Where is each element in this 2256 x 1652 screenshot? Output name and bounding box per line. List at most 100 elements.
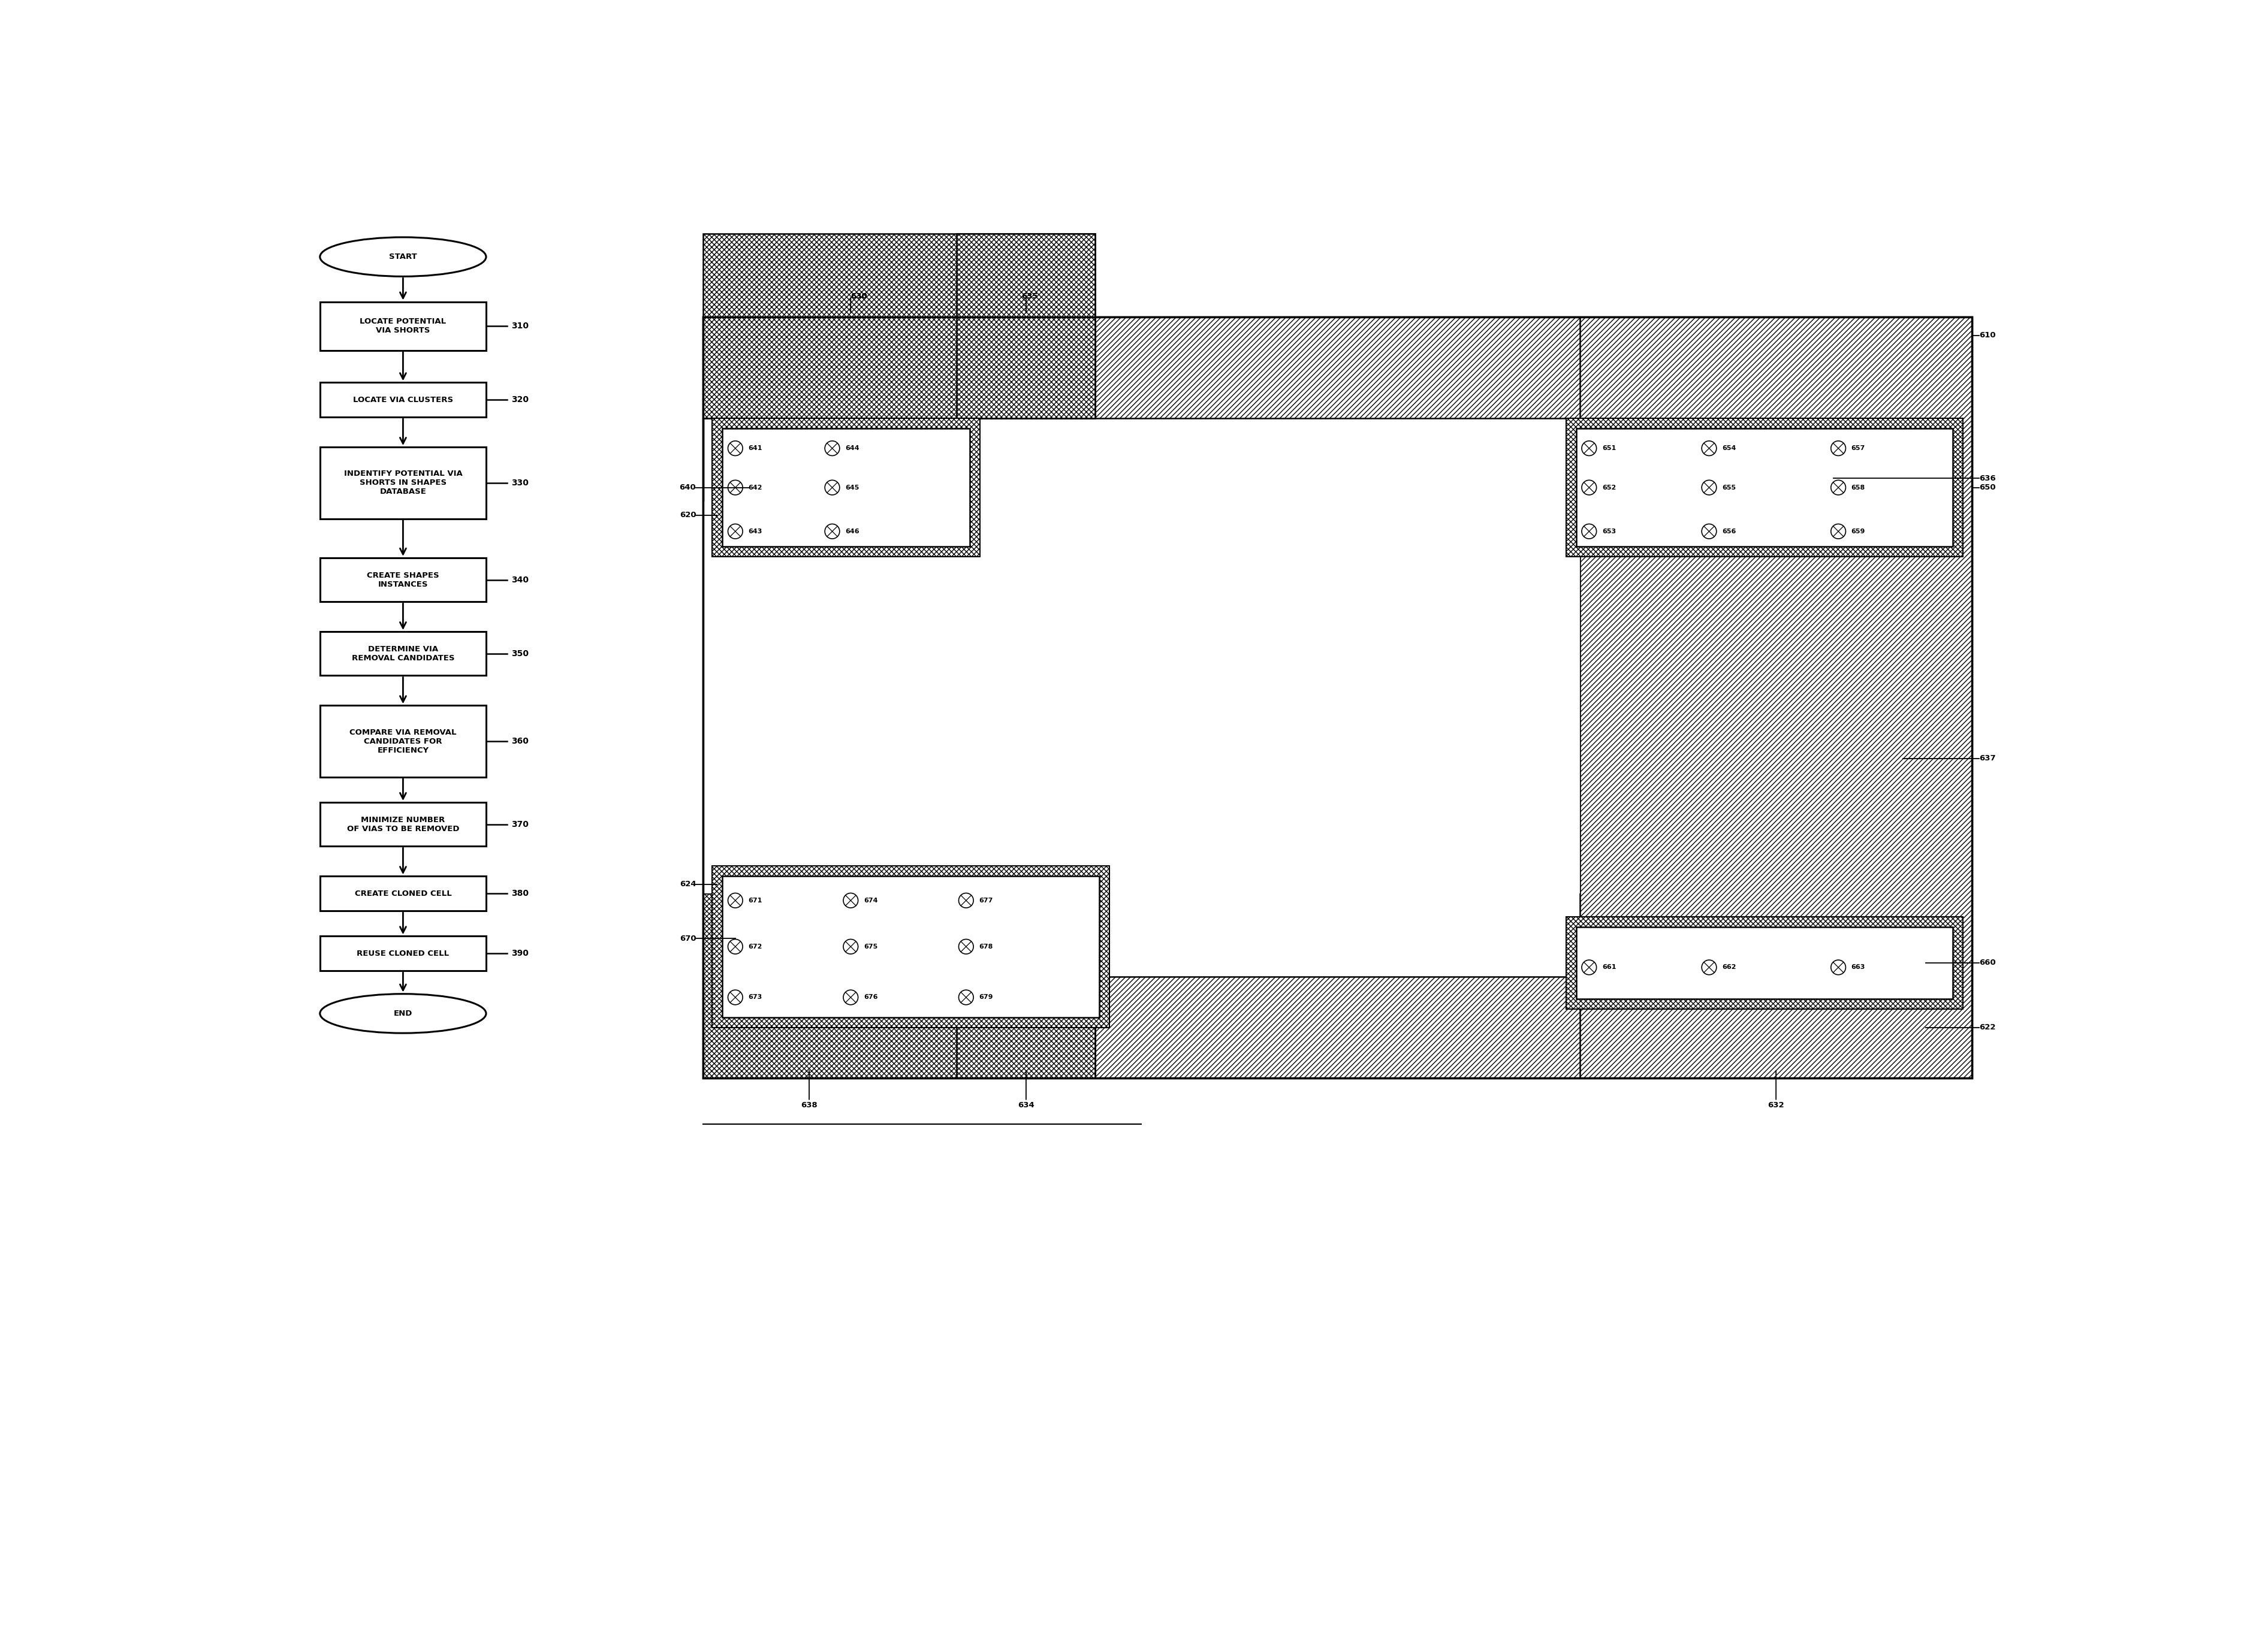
- Text: 660: 660: [1979, 958, 1997, 966]
- Text: 638: 638: [801, 1102, 817, 1108]
- FancyBboxPatch shape: [320, 383, 485, 418]
- Text: 651: 651: [1602, 446, 1615, 451]
- Text: 310: 310: [512, 322, 528, 330]
- Text: 671: 671: [749, 897, 763, 904]
- Text: 622: 622: [1979, 1024, 1997, 1031]
- Circle shape: [826, 441, 839, 456]
- Bar: [1579, 317, 1972, 1079]
- Bar: [957, 894, 1094, 1079]
- FancyBboxPatch shape: [320, 448, 485, 519]
- Circle shape: [1832, 441, 1845, 456]
- Text: 674: 674: [864, 897, 878, 904]
- FancyBboxPatch shape: [320, 705, 485, 776]
- Bar: [722, 876, 1099, 1018]
- Circle shape: [844, 940, 857, 953]
- Text: 676: 676: [864, 995, 878, 1001]
- Text: DETERMINE VIA
REMOVAL CANDIDATES: DETERMINE VIA REMOVAL CANDIDATES: [352, 646, 453, 662]
- Text: 642: 642: [749, 484, 763, 491]
- Text: 350: 350: [512, 649, 528, 657]
- Text: 380: 380: [512, 889, 528, 897]
- FancyBboxPatch shape: [320, 558, 485, 601]
- Circle shape: [959, 990, 972, 1004]
- Circle shape: [1581, 441, 1597, 456]
- Circle shape: [1701, 441, 1717, 456]
- Text: 656: 656: [1721, 529, 1737, 534]
- Text: 610: 610: [1979, 332, 1997, 339]
- Bar: [1577, 927, 1954, 999]
- Circle shape: [1832, 960, 1845, 975]
- Text: MINIMIZE NUMBER
OF VIAS TO BE REMOVED: MINIMIZE NUMBER OF VIAS TO BE REMOVED: [347, 816, 460, 833]
- Bar: [1566, 418, 1963, 557]
- Circle shape: [826, 524, 839, 539]
- FancyBboxPatch shape: [320, 631, 485, 676]
- Text: 662: 662: [1721, 965, 1737, 970]
- Text: 390: 390: [512, 950, 528, 958]
- Text: 644: 644: [846, 446, 860, 451]
- Text: LOCATE POTENTIAL
VIA SHORTS: LOCATE POTENTIAL VIA SHORTS: [359, 317, 447, 334]
- Text: 634: 634: [1017, 1102, 1033, 1108]
- Circle shape: [729, 524, 742, 539]
- Text: 663: 663: [1852, 965, 1866, 970]
- Text: 653: 653: [1602, 529, 1615, 534]
- Bar: [1566, 917, 1963, 1009]
- Text: 640: 640: [679, 484, 697, 491]
- Bar: [1577, 428, 1954, 547]
- Text: 675: 675: [864, 943, 878, 950]
- Circle shape: [1701, 481, 1717, 496]
- Circle shape: [729, 481, 742, 496]
- Bar: [704, 235, 1094, 418]
- FancyBboxPatch shape: [320, 302, 485, 350]
- Text: COMPARE VIA REMOVAL
CANDIDATES FOR
EFFICIENCY: COMPARE VIA REMOVAL CANDIDATES FOR EFFIC…: [350, 729, 456, 755]
- Circle shape: [1581, 524, 1597, 539]
- Text: 641: 641: [749, 446, 763, 451]
- Text: 637: 637: [1979, 755, 1997, 762]
- Circle shape: [729, 990, 742, 1004]
- Text: 678: 678: [979, 943, 993, 950]
- Text: 340: 340: [512, 575, 528, 585]
- Text: LOCATE VIA CLUSTERS: LOCATE VIA CLUSTERS: [352, 396, 453, 403]
- Text: 677: 677: [979, 897, 993, 904]
- Bar: [704, 317, 1972, 1079]
- Circle shape: [729, 894, 742, 909]
- Text: 679: 679: [979, 995, 993, 1001]
- Text: 672: 672: [749, 943, 763, 950]
- Text: 360: 360: [512, 737, 528, 745]
- Circle shape: [959, 894, 972, 909]
- Text: 636: 636: [1979, 474, 1997, 482]
- Text: 320: 320: [512, 396, 528, 405]
- Bar: [704, 317, 1972, 418]
- Bar: [704, 317, 1972, 1079]
- Circle shape: [844, 894, 857, 909]
- Bar: [704, 976, 1972, 1079]
- Text: INDENTIFY POTENTIAL VIA
SHORTS IN SHAPES
DATABASE: INDENTIFY POTENTIAL VIA SHORTS IN SHAPES…: [343, 471, 462, 496]
- FancyBboxPatch shape: [320, 876, 485, 910]
- Circle shape: [1581, 960, 1597, 975]
- Circle shape: [729, 940, 742, 953]
- Text: 650: 650: [1979, 484, 1997, 491]
- Bar: [713, 866, 1110, 1028]
- Text: 654: 654: [1721, 446, 1737, 451]
- Circle shape: [959, 940, 972, 953]
- Text: 370: 370: [512, 819, 528, 829]
- Text: 673: 673: [749, 995, 763, 1001]
- Bar: [713, 418, 979, 557]
- Text: 635: 635: [1022, 292, 1038, 301]
- Text: REUSE CLONED CELL: REUSE CLONED CELL: [356, 950, 449, 958]
- FancyBboxPatch shape: [320, 803, 485, 846]
- Text: 630: 630: [851, 292, 866, 301]
- Text: 652: 652: [1602, 484, 1615, 491]
- Text: 643: 643: [749, 529, 763, 534]
- Text: 645: 645: [846, 484, 860, 491]
- Circle shape: [1701, 960, 1717, 975]
- Bar: [722, 428, 970, 547]
- Text: 661: 661: [1602, 965, 1615, 970]
- Circle shape: [729, 441, 742, 456]
- Text: 330: 330: [512, 479, 528, 487]
- Bar: [704, 501, 1579, 894]
- Circle shape: [844, 990, 857, 1004]
- Text: 657: 657: [1852, 446, 1866, 451]
- Text: END: END: [393, 1009, 413, 1018]
- Text: 620: 620: [679, 512, 697, 519]
- Text: 632: 632: [1769, 1102, 1784, 1108]
- Bar: [704, 894, 1094, 1079]
